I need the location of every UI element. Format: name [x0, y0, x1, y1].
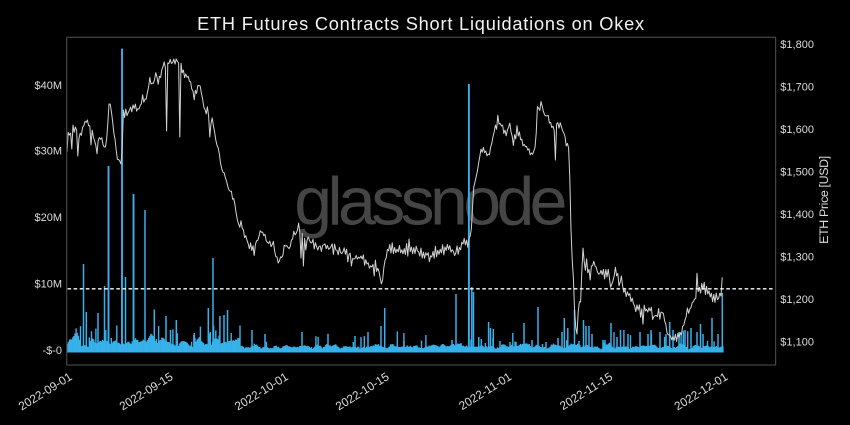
svg-text:ETH Futures Contracts Short Li: ETH Futures Contracts Short Liquidations… — [197, 14, 645, 34]
svg-text:$1,100: $1,100 — [780, 336, 814, 348]
svg-text:ETH Price [USD]: ETH Price [USD] — [817, 156, 831, 244]
svg-text:$10M: $10M — [34, 279, 62, 291]
svg-text:$1,800: $1,800 — [780, 39, 814, 51]
svg-text:glassnode: glassnode — [294, 164, 564, 240]
svg-text:$40M: $40M — [34, 80, 62, 92]
svg-text:$20M: $20M — [34, 212, 62, 224]
svg-text:$1,600: $1,600 — [780, 124, 814, 136]
svg-text:$1,200: $1,200 — [780, 294, 814, 306]
svg-text:-$-0: -$-0 — [42, 345, 62, 357]
svg-text:$1,400: $1,400 — [780, 209, 814, 221]
svg-text:$30M: $30M — [34, 146, 62, 158]
svg-text:$1,700: $1,700 — [780, 81, 814, 93]
svg-text:$1,300: $1,300 — [780, 251, 814, 263]
svg-text:$1,500: $1,500 — [780, 166, 814, 178]
